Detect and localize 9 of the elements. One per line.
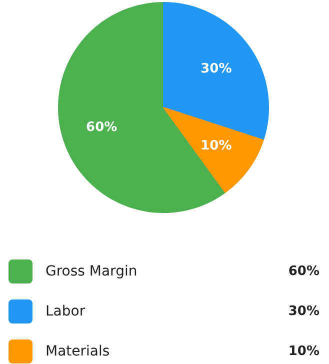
data-label: 60% <box>86 120 118 136</box>
text: 30% <box>288 304 320 319</box>
data-label: 10% <box>200 138 232 154</box>
text: 10% <box>288 344 320 359</box>
text: 60% <box>288 264 320 279</box>
legend-label: Gross Margin <box>46 264 138 280</box>
data-label: 30% <box>200 62 232 77</box>
legend-label: Labor <box>46 304 86 320</box>
legend-label: Materials <box>46 344 110 360</box>
